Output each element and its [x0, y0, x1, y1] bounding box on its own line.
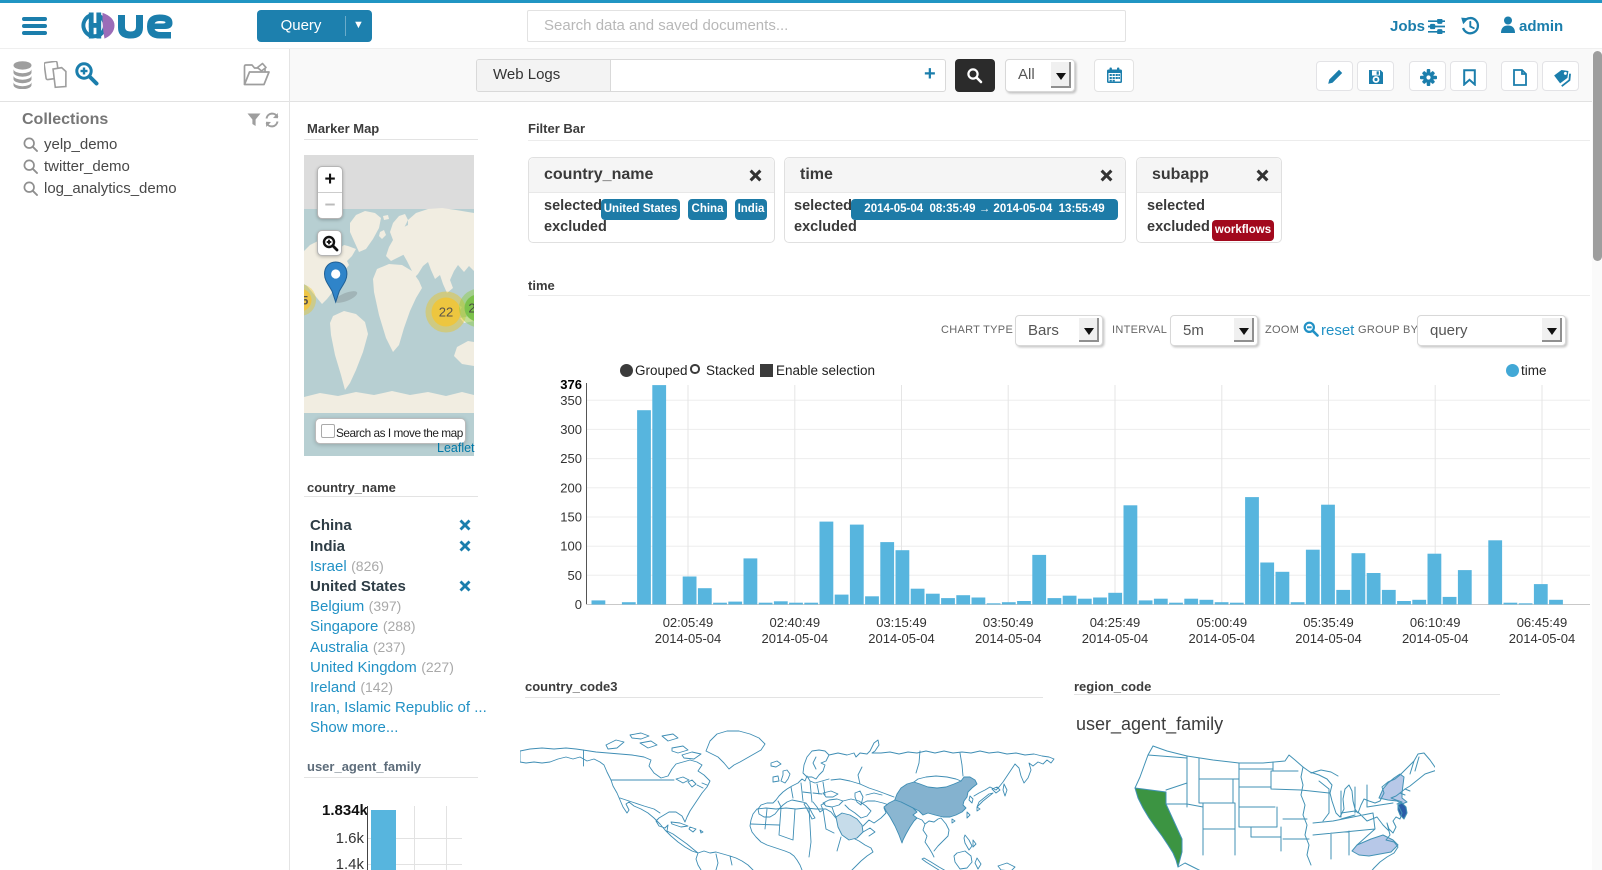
svg-text:100: 100 [560, 539, 582, 554]
svg-text:22: 22 [439, 305, 453, 320]
svg-text:02:40:49: 02:40:49 [769, 615, 820, 630]
svg-text:2014-05-04: 2014-05-04 [655, 631, 722, 646]
svg-text:05:35:49: 05:35:49 [1303, 615, 1354, 630]
svg-text:2014-05-04: 2014-05-04 [1509, 631, 1576, 646]
svg-text:2: 2 [468, 301, 474, 316]
svg-text:200: 200 [560, 480, 582, 495]
svg-text:2014-05-04: 2014-05-04 [1189, 631, 1256, 646]
svg-text:300: 300 [560, 422, 582, 437]
svg-text:05:00:49: 05:00:49 [1196, 615, 1247, 630]
svg-text:06:10:49: 06:10:49 [1410, 615, 1461, 630]
svg-text:250: 250 [560, 451, 582, 466]
svg-text:2014-05-04: 2014-05-04 [1295, 631, 1362, 646]
svg-text:04:25:49: 04:25:49 [1090, 615, 1141, 630]
svg-text:0: 0 [575, 597, 582, 612]
svg-text:2014-05-04: 2014-05-04 [1402, 631, 1469, 646]
svg-text:2014-05-04: 2014-05-04 [1082, 631, 1149, 646]
svg-text:02:05:49: 02:05:49 [663, 615, 714, 630]
svg-text:376: 376 [560, 377, 582, 392]
svg-text:2014-05-04: 2014-05-04 [762, 631, 829, 646]
svg-text:2014-05-04: 2014-05-04 [975, 631, 1041, 646]
svg-text:350: 350 [560, 393, 582, 408]
svg-text:03:15:49: 03:15:49 [876, 615, 927, 630]
svg-text:06:45:49: 06:45:49 [1517, 615, 1568, 630]
svg-text:5: 5 [304, 294, 309, 308]
svg-text:50: 50 [568, 568, 582, 583]
svg-text:150: 150 [560, 510, 582, 525]
svg-text:2014-05-04: 2014-05-04 [868, 631, 935, 646]
svg-text:03:50:49: 03:50:49 [983, 615, 1034, 630]
